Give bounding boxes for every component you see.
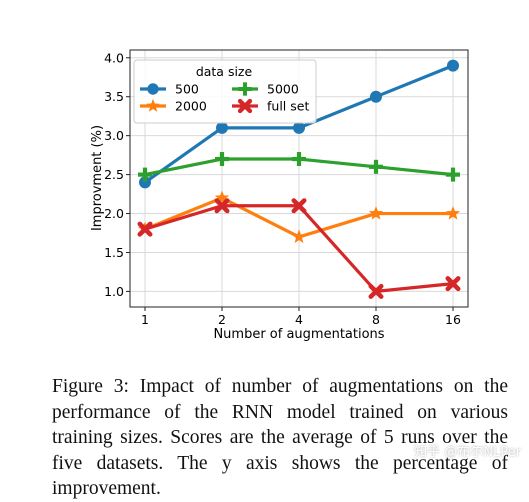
line-chart: 1.0 1.5 2.0 2.5 3.0 3.5 4.0 1 2 4 8 16 Number of au… [90, 49, 469, 342]
legend-label: 2000 [175, 99, 207, 114]
x-tick-label: 1 [141, 312, 149, 327]
legend-entry: full set [232, 99, 309, 114]
marker-plus-v [219, 152, 225, 167]
figure-caption: Figure 3: Impact of number of augmentati… [52, 376, 508, 499]
y-tick-label: 2.5 [104, 167, 124, 182]
legend-label: 5000 [267, 82, 299, 97]
data-point [137, 221, 153, 237]
x-axis-label: Number of augmentations [213, 327, 384, 342]
y-tick-label: 3.5 [104, 89, 124, 104]
x-tick-label: 4 [295, 312, 303, 327]
marker-circle [216, 121, 228, 134]
data-point [138, 167, 152, 182]
data-point [369, 159, 383, 174]
data-point [447, 59, 459, 72]
marker-star [214, 190, 230, 205]
legend-entry: 2000 [140, 99, 207, 114]
data-point [291, 229, 307, 243]
legend-label: full set [267, 99, 309, 114]
data-point [445, 206, 461, 220]
axis-ticks: 1.0 1.5 2.0 2.5 3.0 3.5 4.0 1 2 4 8 16 [104, 50, 461, 327]
data-point [292, 152, 306, 167]
marker-x-b [237, 98, 253, 114]
marker-circle [447, 59, 459, 72]
data-point [147, 83, 159, 95]
legend-title: data size [196, 64, 253, 79]
marker-x-b [291, 198, 307, 214]
data-point [291, 198, 307, 214]
series-lines [137, 59, 461, 299]
y-tick-label: 1.0 [104, 284, 124, 299]
data-point [139, 176, 151, 189]
marker-plus-v [142, 167, 148, 182]
data-point [445, 276, 461, 292]
marker-x-b [137, 221, 153, 237]
marker-plus-v [243, 82, 247, 96]
data-point [368, 206, 384, 220]
marker-plus-v [450, 167, 456, 182]
legend-box [133, 59, 317, 124]
legend-entry: 5000 [232, 82, 299, 97]
marker-x-b [368, 283, 384, 299]
series-500 [139, 59, 459, 189]
x-tick-label: 16 [445, 312, 461, 327]
data-point [368, 283, 384, 299]
legend: data size 500 2000 5000 full set [133, 59, 317, 124]
y-tick-label: 1.5 [104, 245, 124, 260]
data-point [214, 190, 230, 205]
series-full-set [137, 198, 461, 299]
y-axis-label: Improvment (%) [90, 125, 105, 231]
marker-star [445, 206, 461, 220]
data-point [238, 82, 252, 96]
marker-star [368, 206, 384, 220]
marker-plus-v [373, 159, 379, 174]
marker-circle [370, 90, 382, 103]
data-point [370, 90, 382, 103]
marker-circle [147, 83, 159, 95]
legend-entry: 500 [140, 82, 199, 97]
marker-x-b [214, 198, 230, 214]
x-tick-label: 8 [372, 312, 380, 327]
marker-star [291, 229, 307, 243]
marker-circle [293, 121, 305, 134]
marker-circle [139, 176, 151, 189]
data-point [216, 121, 228, 134]
series-5000 [138, 152, 460, 182]
legend-label: 500 [175, 82, 199, 97]
data-point [446, 167, 460, 182]
marker-plus-v [296, 152, 302, 167]
y-tick-label: 2.0 [104, 206, 124, 221]
data-point [293, 121, 305, 134]
x-tick-label: 2 [218, 312, 226, 327]
marker-star [146, 98, 160, 112]
watermark: 知乎 @布尔NLPer [414, 445, 521, 460]
data-point [146, 98, 160, 112]
data-point [214, 198, 230, 214]
y-tick-label: 3.0 [104, 128, 124, 143]
y-tick-label: 4.0 [104, 50, 124, 65]
data-point [215, 152, 229, 167]
marker-x-b [445, 276, 461, 292]
data-point [237, 98, 253, 114]
